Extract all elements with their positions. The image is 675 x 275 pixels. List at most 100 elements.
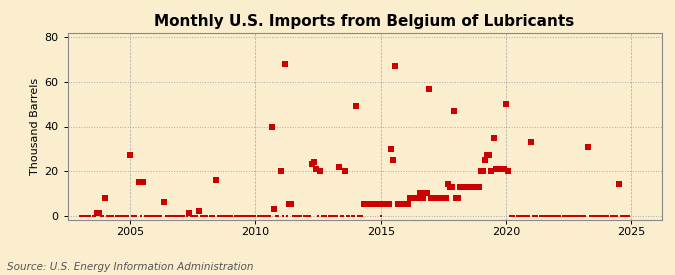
- Point: [196, 213, 207, 218]
- Point: [198, 213, 209, 218]
- Point: [340, 169, 351, 173]
- Point: [89, 213, 100, 218]
- Point: [497, 167, 508, 171]
- Point: [505, 213, 516, 218]
- Point: [298, 213, 309, 218]
- Point: [87, 213, 98, 218]
- Point: [319, 213, 330, 218]
- Point: [137, 180, 148, 184]
- Point: [367, 202, 378, 207]
- Point: [288, 213, 298, 218]
- Point: [566, 213, 576, 218]
- Point: [290, 213, 300, 218]
- Point: [98, 213, 109, 218]
- Point: [515, 213, 526, 218]
- Point: [379, 202, 390, 207]
- Point: [238, 213, 248, 218]
- Point: [574, 213, 585, 218]
- Point: [148, 213, 159, 218]
- Point: [207, 213, 217, 218]
- Point: [129, 213, 140, 218]
- Point: [211, 178, 221, 182]
- Point: [169, 213, 180, 218]
- Point: [427, 196, 438, 200]
- Point: [576, 213, 587, 218]
- Point: [562, 213, 572, 218]
- Point: [501, 102, 512, 106]
- Point: [277, 213, 288, 218]
- Point: [532, 213, 543, 218]
- Point: [100, 196, 111, 200]
- Point: [557, 213, 568, 218]
- Point: [421, 191, 432, 196]
- Point: [411, 196, 422, 200]
- Point: [127, 213, 138, 218]
- Point: [79, 213, 90, 218]
- Point: [388, 158, 399, 162]
- Point: [455, 185, 466, 189]
- Point: [591, 213, 601, 218]
- Point: [553, 213, 564, 218]
- Y-axis label: Thousand Barrels: Thousand Barrels: [30, 78, 40, 175]
- Point: [612, 213, 622, 218]
- Point: [265, 213, 275, 218]
- Point: [492, 167, 503, 171]
- Point: [580, 213, 591, 218]
- Point: [457, 185, 468, 189]
- Point: [463, 185, 474, 189]
- Point: [338, 213, 348, 218]
- Point: [474, 185, 485, 189]
- Point: [284, 202, 294, 207]
- Point: [296, 213, 307, 218]
- Point: [77, 213, 88, 218]
- Point: [541, 213, 551, 218]
- Point: [599, 213, 610, 218]
- Point: [543, 213, 554, 218]
- Point: [329, 213, 340, 218]
- Point: [175, 213, 186, 218]
- Point: [93, 211, 104, 216]
- Point: [545, 213, 556, 218]
- Point: [323, 213, 334, 218]
- Point: [85, 213, 96, 218]
- Point: [614, 182, 624, 186]
- Point: [112, 213, 123, 218]
- Point: [135, 213, 146, 218]
- Point: [146, 213, 157, 218]
- Point: [348, 213, 359, 218]
- Point: [568, 213, 578, 218]
- Point: [390, 64, 401, 68]
- Point: [386, 147, 397, 151]
- Point: [459, 185, 470, 189]
- Point: [215, 213, 225, 218]
- Point: [313, 213, 323, 218]
- Point: [167, 213, 178, 218]
- Point: [183, 211, 194, 216]
- Point: [154, 213, 165, 218]
- Point: [96, 213, 107, 218]
- Point: [119, 213, 130, 218]
- Point: [453, 196, 464, 200]
- Point: [392, 202, 403, 207]
- Point: [438, 196, 449, 200]
- Point: [511, 213, 522, 218]
- Point: [310, 167, 321, 171]
- Point: [123, 213, 134, 218]
- Point: [461, 185, 472, 189]
- Point: [81, 213, 92, 218]
- Point: [131, 213, 142, 218]
- Point: [346, 213, 357, 218]
- Point: [263, 213, 273, 218]
- Point: [302, 213, 313, 218]
- Point: [321, 213, 332, 218]
- Point: [181, 213, 192, 218]
- Point: [102, 213, 113, 218]
- Point: [173, 213, 184, 218]
- Point: [139, 213, 150, 218]
- Point: [200, 213, 211, 218]
- Point: [480, 158, 491, 162]
- Point: [142, 213, 153, 218]
- Point: [209, 213, 219, 218]
- Point: [555, 213, 566, 218]
- Point: [315, 169, 325, 173]
